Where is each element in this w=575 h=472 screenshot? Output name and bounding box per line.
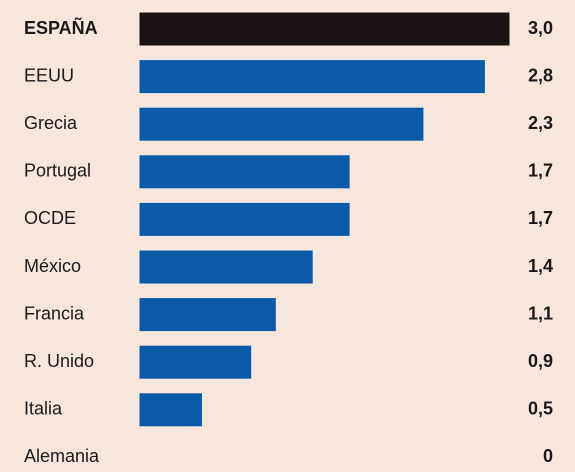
- value-label: 1,7: [528, 161, 553, 181]
- value-label: 2,8: [528, 65, 553, 85]
- bar: [139, 298, 276, 332]
- bar: [139, 202, 350, 236]
- category-label: Grecia: [24, 113, 78, 133]
- value-label: 0,5: [528, 399, 553, 419]
- bar: [139, 60, 485, 94]
- value-label: 0: [543, 446, 553, 466]
- bar: [139, 393, 202, 427]
- category-label: Portugal: [24, 161, 91, 181]
- category-label: ESPAÑA: [24, 17, 98, 38]
- category-label: OCDE: [24, 208, 76, 228]
- category-label: Italia: [24, 399, 63, 419]
- bar: [139, 155, 350, 189]
- bar: [139, 345, 252, 379]
- category-label: R. Unido: [24, 351, 94, 371]
- value-label: 0,9: [528, 351, 553, 371]
- category-label: Alemania: [24, 446, 100, 466]
- category-label: México: [24, 256, 81, 276]
- bar: [139, 12, 510, 46]
- value-label: 1,4: [528, 256, 553, 276]
- value-label: 2,3: [528, 113, 553, 133]
- value-label: 1,1: [528, 303, 553, 323]
- value-label: 3,0: [528, 18, 553, 38]
- category-label: Francia: [24, 303, 85, 323]
- bar: [139, 107, 424, 141]
- value-label: 1,7: [528, 208, 553, 228]
- category-label: EEUU: [24, 65, 74, 85]
- bar: [139, 250, 313, 284]
